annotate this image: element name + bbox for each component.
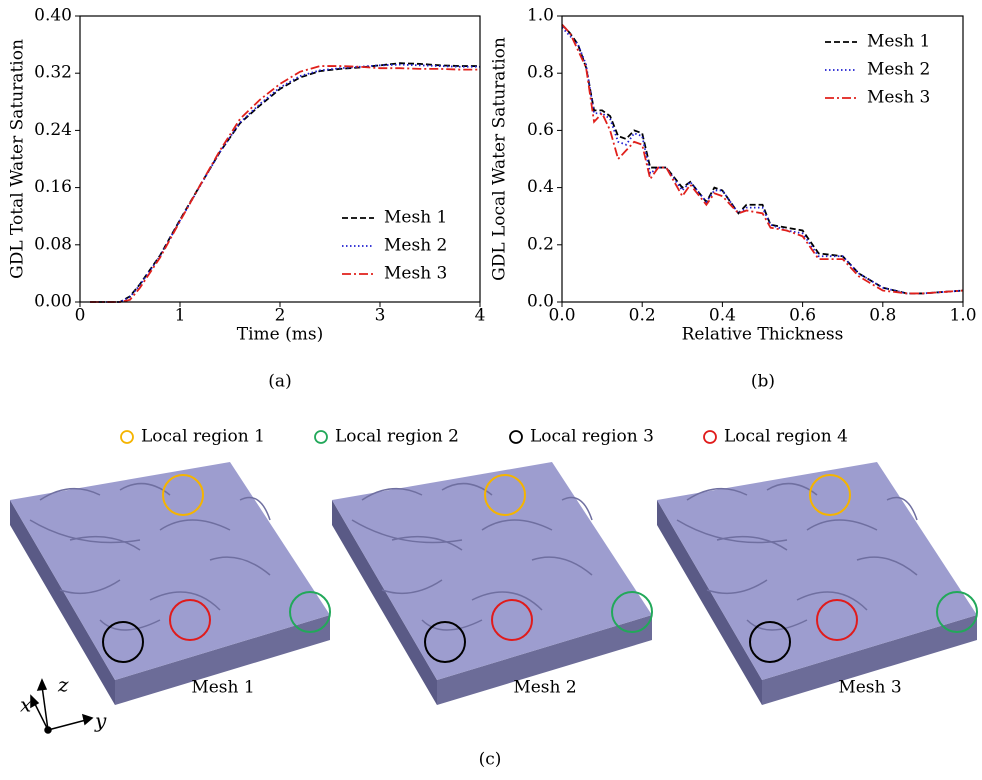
- series-line: [90, 62, 480, 303]
- x-tick-label: 2: [275, 306, 286, 326]
- legend-text: Local region 1: [141, 427, 265, 447]
- y-axis-label: GDL Total Water Saturation: [8, 39, 28, 279]
- x-tick-label: 3: [375, 306, 386, 326]
- y-tick-label: 0.0: [527, 292, 554, 312]
- plot-frame: [79, 15, 481, 303]
- x-tick-label: 4: [475, 306, 486, 326]
- legend-text: Local region 3: [530, 427, 654, 447]
- panel-label: (a): [268, 372, 291, 392]
- y-tick-label: 0.2: [527, 234, 554, 254]
- legend-text: Local region 2: [335, 427, 459, 447]
- x-tick-label: 1.0: [949, 306, 976, 326]
- mesh-render: [656, 461, 978, 706]
- legend: Mesh 1 Mesh 2 Mesh 3: [342, 208, 447, 284]
- panel-label: (b): [751, 372, 775, 392]
- series-line: [90, 65, 480, 303]
- series-line: [561, 26, 964, 295]
- series-line: [561, 23, 964, 295]
- y-tick-label: 0.32: [34, 63, 72, 83]
- region-legend: Local region 1 Local region 2 Local regi…: [120, 427, 848, 447]
- legend-text: Mesh 1: [867, 32, 930, 52]
- y-tick-label: 1.0: [527, 6, 554, 26]
- x-axis-label: Relative Thickness: [682, 325, 844, 345]
- series-line: [561, 23, 964, 295]
- panel-label: (c): [479, 750, 502, 770]
- axis-letter: y: [94, 709, 107, 733]
- legend: Mesh 1 Mesh 2 Mesh 3: [825, 32, 930, 108]
- mesh-render: [331, 461, 653, 706]
- plot-frame: [561, 15, 964, 303]
- y-tick-label: 0.40: [34, 6, 72, 26]
- x-axis-label: Time (ms): [237, 325, 323, 345]
- x-tick-label: 0.6: [789, 306, 816, 326]
- mesh-label: Mesh 2: [513, 678, 576, 698]
- x-tick-label: 0: [75, 306, 86, 326]
- x-tick-label: 0.4: [709, 306, 736, 326]
- legend-text: Mesh 2: [384, 236, 447, 256]
- mesh-label: Mesh 1: [191, 678, 254, 698]
- series-line: [90, 63, 480, 303]
- legend-text: Mesh 3: [384, 264, 447, 284]
- y-tick-label: 0.08: [34, 234, 72, 254]
- axis-letter: z: [57, 673, 69, 697]
- x-tick-label: 1: [175, 306, 186, 326]
- y-tick-label: 0.24: [34, 120, 72, 140]
- y-tick-label: 0.4: [527, 177, 554, 197]
- legend-text: Local region 4: [724, 427, 848, 447]
- x-tick-label: 0.2: [629, 306, 656, 326]
- mesh-render: [9, 461, 331, 706]
- y-tick-label: 0.00: [34, 292, 72, 312]
- legend-text: Mesh 1: [384, 208, 447, 228]
- legend-text: Mesh 2: [867, 60, 930, 80]
- legend-text: Mesh 3: [867, 88, 930, 108]
- y-tick-label: 0.8: [527, 63, 554, 83]
- y-axis-label: GDL Local Water Saturation: [490, 37, 510, 281]
- x-tick-label: 0.0: [548, 306, 575, 326]
- mesh-label: Mesh 3: [838, 678, 901, 698]
- axis-letter: x: [20, 693, 31, 717]
- y-tick-label: 0.16: [34, 177, 72, 197]
- y-tick-label: 0.6: [527, 120, 554, 140]
- coordinate-axes: [30, 678, 94, 734]
- x-tick-label: 0.8: [869, 306, 896, 326]
